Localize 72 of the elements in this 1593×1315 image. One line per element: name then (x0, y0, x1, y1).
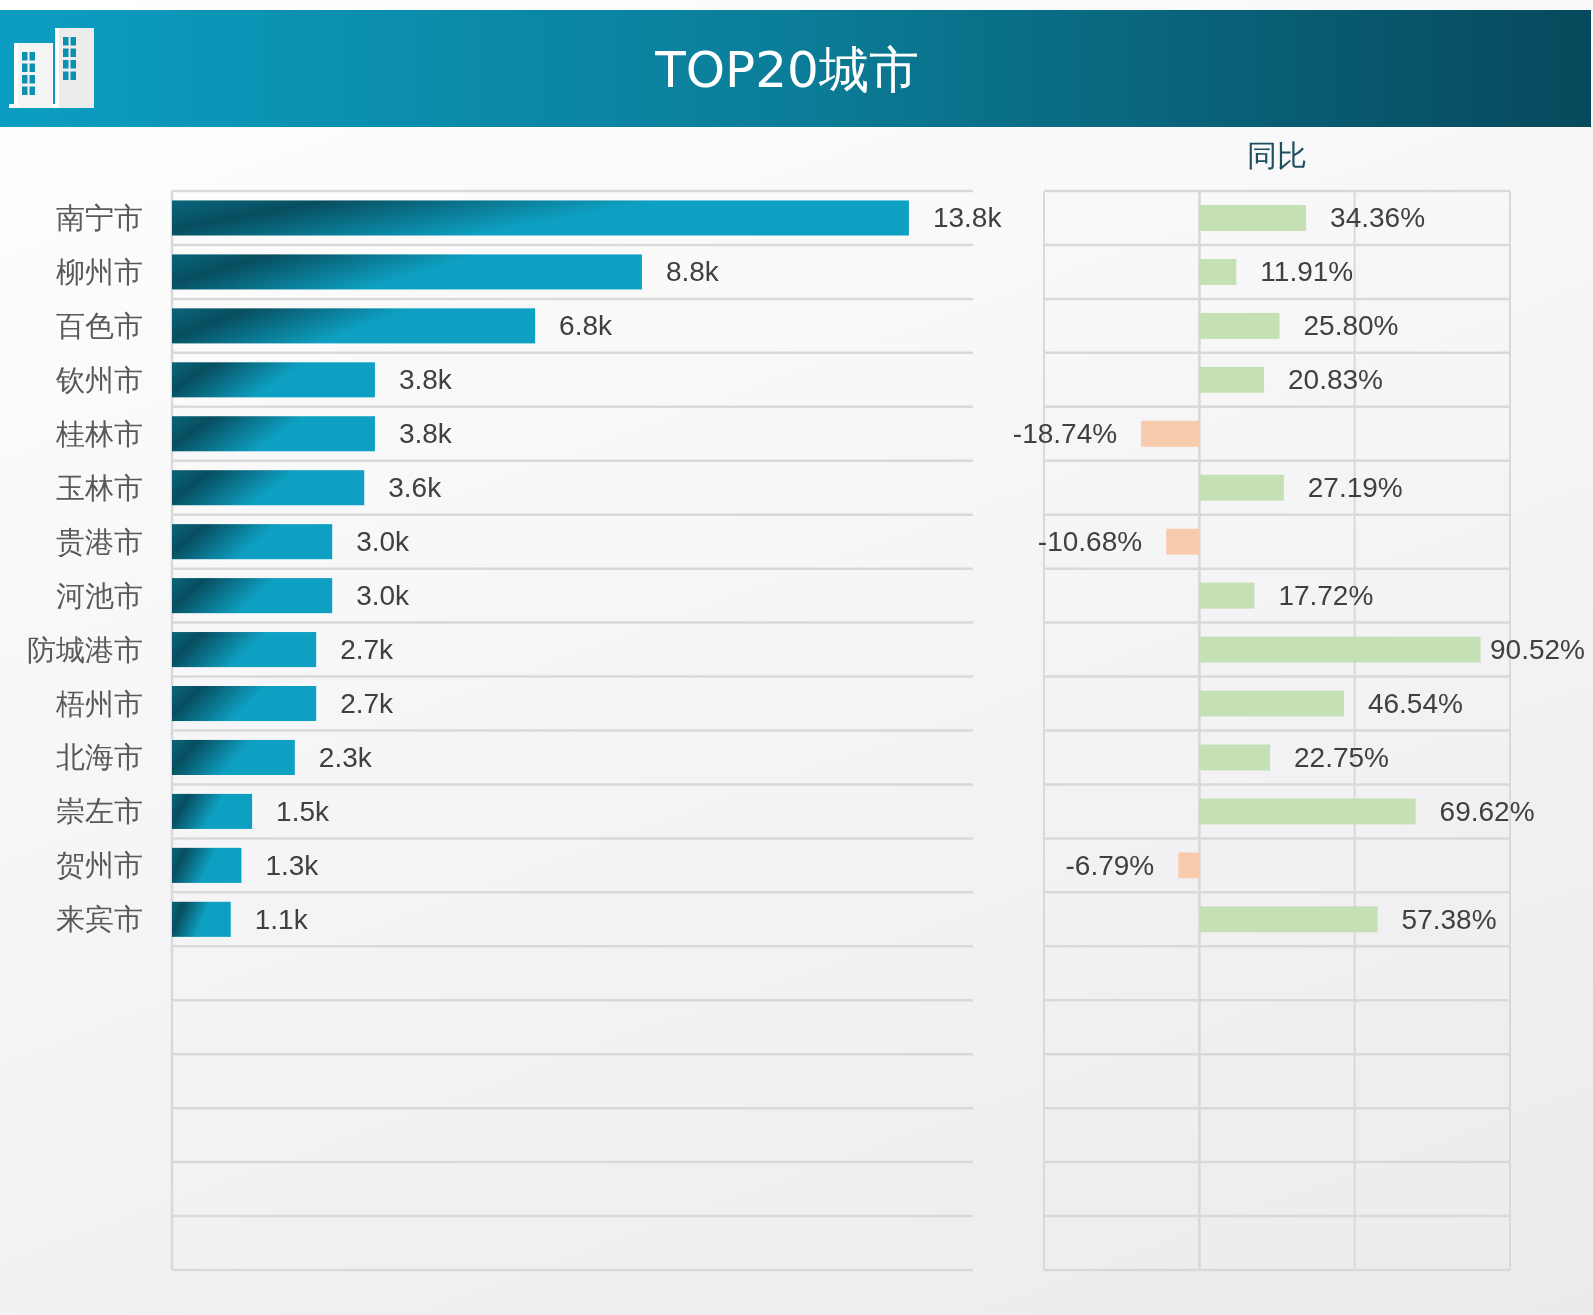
y-tick-label: 来宾市 (56, 902, 143, 937)
chart-title: TOP20城市 (654, 41, 919, 99)
bar (1199, 366, 1265, 393)
data-label: 6.8k (559, 310, 614, 342)
bar (172, 416, 375, 452)
data-label: 3.0k (356, 526, 411, 558)
bar (172, 901, 231, 937)
bar (172, 632, 317, 668)
data-label: 2.7k (340, 634, 395, 666)
bar (172, 308, 536, 344)
data-label: 13.8k (932, 202, 1003, 234)
data-label: 3.8k (398, 364, 453, 396)
bar (1199, 258, 1237, 285)
data-label: -10.68% (1037, 526, 1143, 558)
y-tick-label: 贺州市 (56, 848, 143, 883)
data-label: 2.7k (340, 688, 395, 720)
bar (1199, 312, 1280, 339)
data-label: 69.62% (1439, 795, 1535, 827)
bar (1199, 474, 1284, 501)
bar (172, 847, 242, 883)
data-label: 1.3k (265, 849, 320, 881)
bar (172, 739, 295, 776)
bar (172, 524, 333, 560)
chart-title: 同比 (1247, 137, 1307, 173)
y-tick-label: 梧州市 (55, 686, 143, 721)
bar (1199, 798, 1416, 825)
data-label: 25.80% (1303, 310, 1399, 342)
bar (172, 578, 333, 614)
bar (172, 200, 909, 236)
bar (1199, 582, 1255, 609)
bar (172, 793, 253, 829)
y-tick-label: 防城港市 (27, 632, 143, 667)
data-label: 1.5k (276, 795, 331, 827)
y-tick-label: 柳州市 (56, 254, 143, 289)
data-label: 8.8k (665, 256, 720, 288)
bar (172, 470, 365, 506)
y-tick-label: 南宁市 (56, 200, 143, 235)
bar (1199, 744, 1271, 771)
y-tick-label: 河池市 (56, 578, 143, 613)
bar (172, 254, 642, 290)
y-tick-label: 桂林市 (55, 416, 143, 451)
data-label: 46.54% (1367, 688, 1463, 720)
data-label: 3.0k (356, 580, 411, 612)
data-label: 1.1k (254, 903, 309, 935)
data-label: -6.79% (1065, 849, 1155, 881)
data-label: 22.75% (1294, 741, 1389, 773)
bar (1199, 690, 1344, 717)
bar (1199, 906, 1378, 933)
bar (1166, 528, 1200, 555)
y-tick-label: 钦州市 (55, 362, 143, 397)
bar (172, 362, 375, 398)
data-label: 20.83% (1288, 364, 1384, 396)
data-label: -18.74% (1012, 418, 1118, 450)
bar (1199, 205, 1307, 231)
data-label: 34.36% (1330, 202, 1426, 234)
y-tick-label: 贵港市 (56, 524, 143, 559)
data-label: 3.6k (388, 472, 443, 504)
y-tick-label: 崇左市 (56, 794, 143, 829)
bar (172, 685, 317, 722)
y-tick-label: 百色市 (56, 308, 143, 343)
data-label: 3.8k (398, 418, 453, 450)
data-label: 2.3k (318, 741, 373, 773)
bar (1141, 420, 1200, 447)
bar (1178, 852, 1200, 879)
bar (1199, 636, 1481, 663)
data-label: 27.19% (1307, 472, 1403, 504)
data-label: 90.52% (1490, 634, 1585, 666)
data-label: 17.72% (1278, 580, 1374, 612)
y-tick-label: 玉林市 (56, 470, 143, 505)
y-tick-label: 北海市 (56, 740, 143, 775)
data-label: 57.38% (1401, 903, 1497, 935)
data-label: 11.91% (1260, 256, 1354, 288)
